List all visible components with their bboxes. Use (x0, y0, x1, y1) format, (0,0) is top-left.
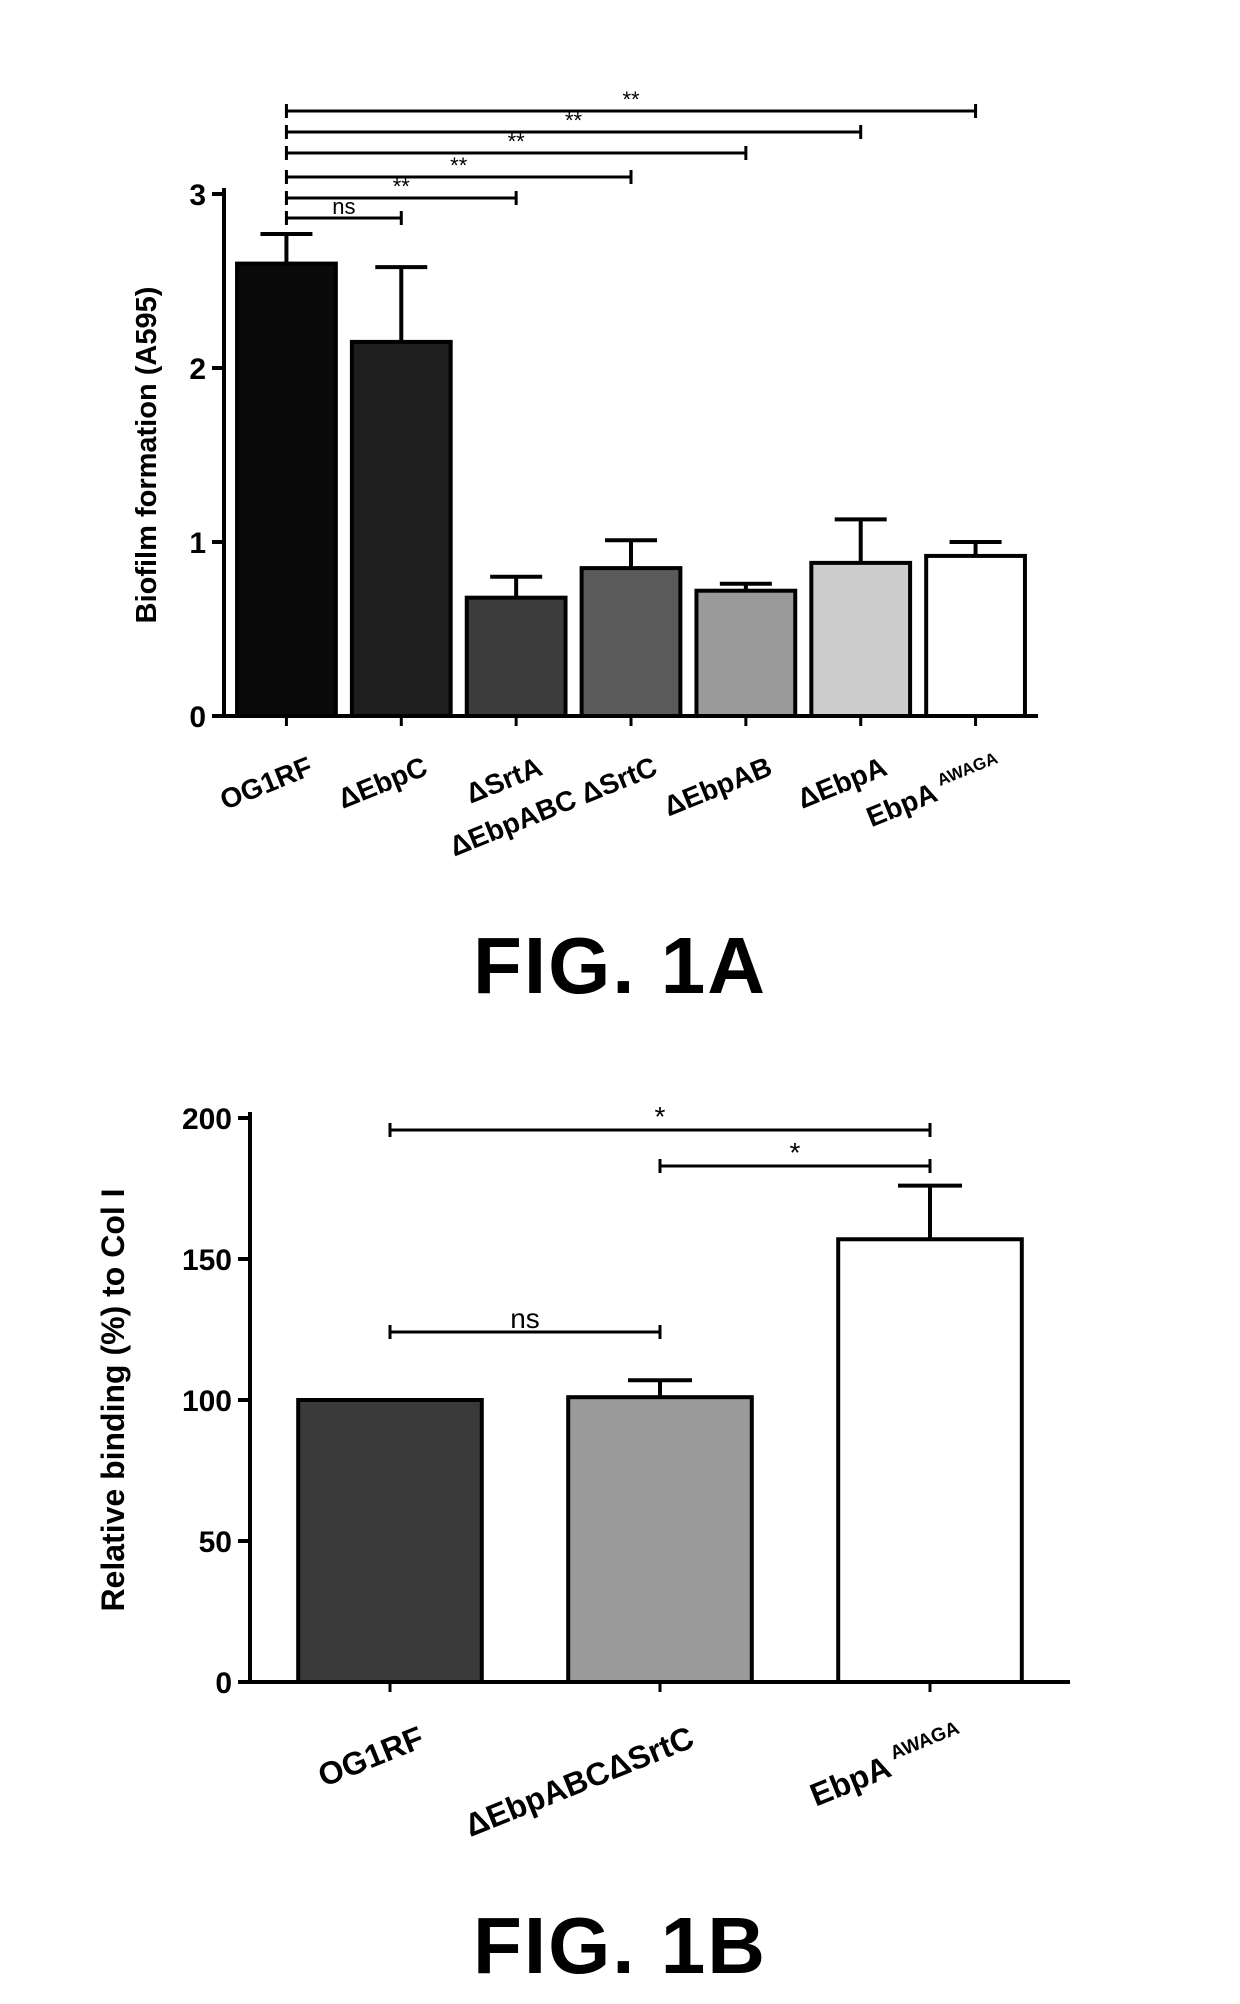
y-tick-label: 1 (189, 527, 206, 560)
bar (838, 1239, 1022, 1682)
bar (237, 264, 336, 716)
significance-label: * (655, 1101, 666, 1132)
significance-label: ** (622, 87, 640, 112)
bar (582, 568, 681, 716)
x-category-label: ΔEbpAB (659, 751, 776, 822)
y-tick-label: 200 (182, 1103, 232, 1136)
bar (696, 591, 795, 716)
bar (467, 598, 566, 716)
biofilm-chart: 0123Biofilm formation (A595)OG1RFΔEbpCΔS… (131, 87, 1038, 862)
x-category-label: OG1RF (313, 1719, 429, 1794)
bar (352, 342, 451, 716)
bar (926, 556, 1025, 716)
y-tick-label: 0 (189, 701, 206, 734)
significance-label: ** (450, 153, 468, 178)
bar (568, 1397, 752, 1682)
y-tick-label: 2 (189, 353, 206, 386)
figure-1b-caption: FIG. 1B (0, 1900, 1240, 1992)
bar (298, 1400, 482, 1682)
y-tick-label: 150 (182, 1244, 232, 1277)
x-category-label: ΔEbpC (333, 751, 431, 815)
binding-chart: 0 50 100 150 200 Relative binding (%) to Col … (95, 1101, 1070, 1844)
x-category-label: EbpAAWAGA (804, 1718, 968, 1813)
x-category-label: ΔEbpABCΔSrtC (460, 1719, 699, 1844)
y-tick-label: 3 (189, 179, 206, 212)
bar (811, 563, 910, 716)
y-axis-label: Relative binding (%) to Col I (95, 1188, 131, 1611)
y-tick-label: 0 (215, 1667, 232, 1700)
figure-1a-caption: FIG. 1A (0, 920, 1240, 1012)
y-tick-label: 100 (182, 1385, 232, 1418)
significance-label: ns (510, 1303, 540, 1334)
y-tick-label: 50 (199, 1526, 232, 1559)
significance-label: * (790, 1137, 801, 1168)
x-category-label: OG1RF (216, 751, 317, 816)
y-axis-label: Biofilm formation (A595) (131, 287, 163, 624)
